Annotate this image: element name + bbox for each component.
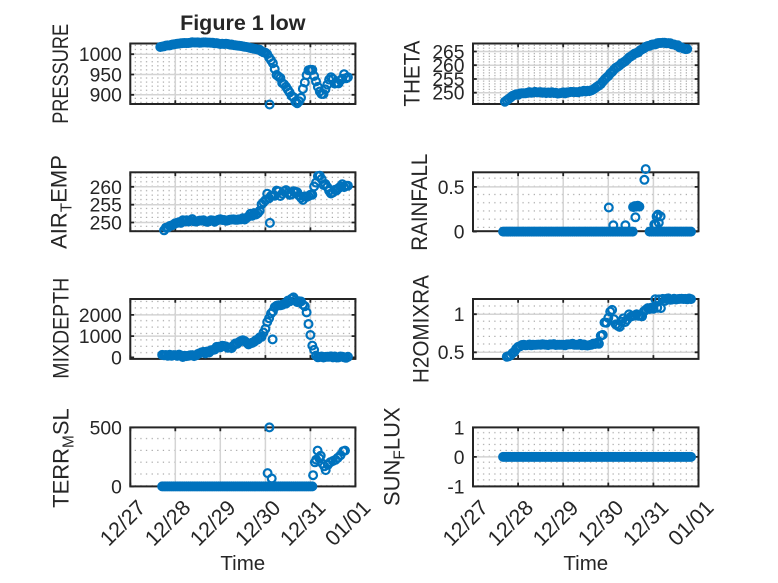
svg-text:255: 255	[432, 70, 464, 91]
svg-text:1000: 1000	[79, 45, 122, 66]
svg-text:250: 250	[90, 213, 122, 234]
svg-text:900: 900	[90, 86, 122, 107]
svg-text:250: 250	[432, 84, 464, 105]
svg-text:0: 0	[454, 448, 465, 469]
svg-text:265: 265	[432, 42, 464, 63]
svg-text:RAINFALL: RAINFALL	[407, 154, 432, 251]
svg-text:PRESSURE: PRESSURE	[48, 24, 73, 124]
svg-text:260: 260	[90, 178, 122, 199]
svg-text:0.5: 0.5	[438, 178, 465, 199]
svg-text:255: 255	[90, 196, 122, 217]
svg-text:H2OMIXRA: H2OMIXRA	[409, 275, 434, 383]
svg-text:0: 0	[111, 477, 122, 498]
svg-text:Time: Time	[563, 552, 608, 575]
svg-text:0: 0	[111, 348, 122, 369]
svg-text:Figure 1 low: Figure 1 low	[180, 11, 306, 35]
svg-text:1000: 1000	[79, 327, 122, 348]
svg-text:2000: 2000	[79, 306, 122, 327]
svg-text:500: 500	[90, 418, 122, 439]
svg-text:MIXDEPTH: MIXDEPTH	[49, 278, 74, 379]
svg-text:THETA: THETA	[400, 40, 425, 106]
svg-text:0: 0	[454, 223, 465, 244]
svg-text:1: 1	[454, 305, 465, 326]
svg-text:1: 1	[454, 418, 465, 439]
svg-text:260: 260	[432, 56, 464, 77]
svg-text:AIRTEMP: AIRTEMP	[47, 155, 76, 249]
svg-text:-1: -1	[447, 477, 464, 498]
svg-text:Time: Time	[220, 552, 265, 575]
svg-text:TERRMSL: TERRMSL	[49, 408, 78, 508]
svg-text:0.5: 0.5	[438, 343, 465, 364]
svg-text:950: 950	[90, 65, 122, 86]
